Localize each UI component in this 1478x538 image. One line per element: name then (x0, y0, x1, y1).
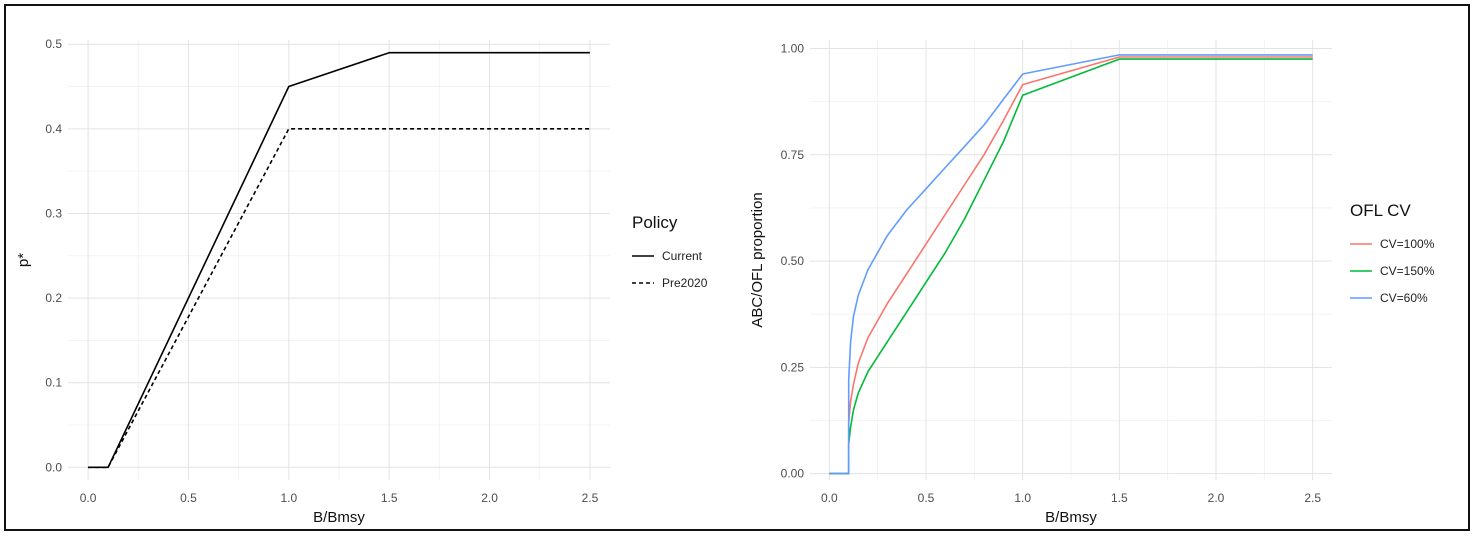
x-tick-label: 2.0 (481, 491, 498, 505)
panel-2-legend: OFL CV CV=100% CV=150% CV=60% (1350, 201, 1435, 305)
x-tick-label: 2.5 (582, 491, 599, 505)
series-line-cv-150- (829, 58, 1313, 475)
panel-2-grid (810, 40, 1332, 480)
y-tick-label: 0.3 (45, 206, 62, 220)
chart-figure: 0.0 0.5 1.0 1.5 2.0 2.5 0.0 0.1 0.2 0.3 0.4 0.5 B/Bm… (15, 37, 1435, 526)
series-line-cv-60- (829, 54, 1313, 475)
x-axis-title: B/Bmsy (313, 509, 365, 526)
series-line-pre2020 (88, 128, 590, 469)
panel-1-grid (68, 40, 610, 480)
y-tick-label: 0.50 (781, 254, 805, 268)
figure-frame: 0.0 0.5 1.0 1.5 2.0 2.5 0.0 0.1 0.2 0.3 0.4 0.5 B/Bm… (4, 4, 1470, 531)
legend-label: Current (662, 249, 703, 263)
y-tick-label: 0.4 (45, 122, 62, 136)
y-tick-label: 0.0 (45, 460, 62, 474)
legend-label: Pre2020 (662, 276, 708, 290)
y-tick-label: 0.00 (781, 467, 805, 481)
x-tick-label: 0.0 (80, 491, 97, 505)
panel-1: 0.0 0.5 1.0 1.5 2.0 2.5 0.0 0.1 0.2 0.3 0.4 0.5 B/Bm… (15, 37, 708, 526)
x-tick-label: 0.5 (918, 491, 935, 505)
x-tick-label: 1.5 (381, 491, 398, 505)
panel-2: 0.0 0.5 1.0 1.5 2.0 2.5 0.00 0.25 0.50 0.75 1.00 B/… (749, 40, 1435, 526)
x-axis-title: B/Bmsy (1045, 509, 1097, 526)
y-tick-label: 0.2 (45, 291, 62, 305)
legend-label: CV=150% (1380, 264, 1435, 278)
x-tick-label: 0.5 (180, 491, 197, 505)
y-tick-label: 0.1 (45, 376, 62, 390)
legend-title: Policy (632, 213, 678, 232)
series-line-cv-100- (829, 56, 1313, 475)
legend-title: OFL CV (1350, 201, 1411, 220)
y-tick-label: 0.5 (45, 37, 62, 51)
series-line-current (88, 51, 590, 469)
x-tick-label: 1.0 (1014, 491, 1031, 505)
y-tick-label: 0.25 (781, 360, 805, 374)
y-tick-label: 0.75 (781, 148, 805, 162)
legend-label: CV=100% (1380, 237, 1435, 251)
y-axis-title: ABC/OFL proportion (749, 192, 766, 327)
x-tick-label: 1.0 (280, 491, 297, 505)
x-tick-label: 2.5 (1304, 491, 1321, 505)
x-tick-label: 0.0 (821, 491, 838, 505)
y-axis-title: p* (15, 253, 32, 267)
x-tick-label: 2.0 (1208, 491, 1225, 505)
x-tick-label: 1.5 (1111, 491, 1128, 505)
legend-label: CV=60% (1380, 291, 1428, 305)
y-tick-label: 1.00 (781, 42, 805, 56)
panel-1-legend: Policy Current Pre2020 (632, 213, 708, 290)
